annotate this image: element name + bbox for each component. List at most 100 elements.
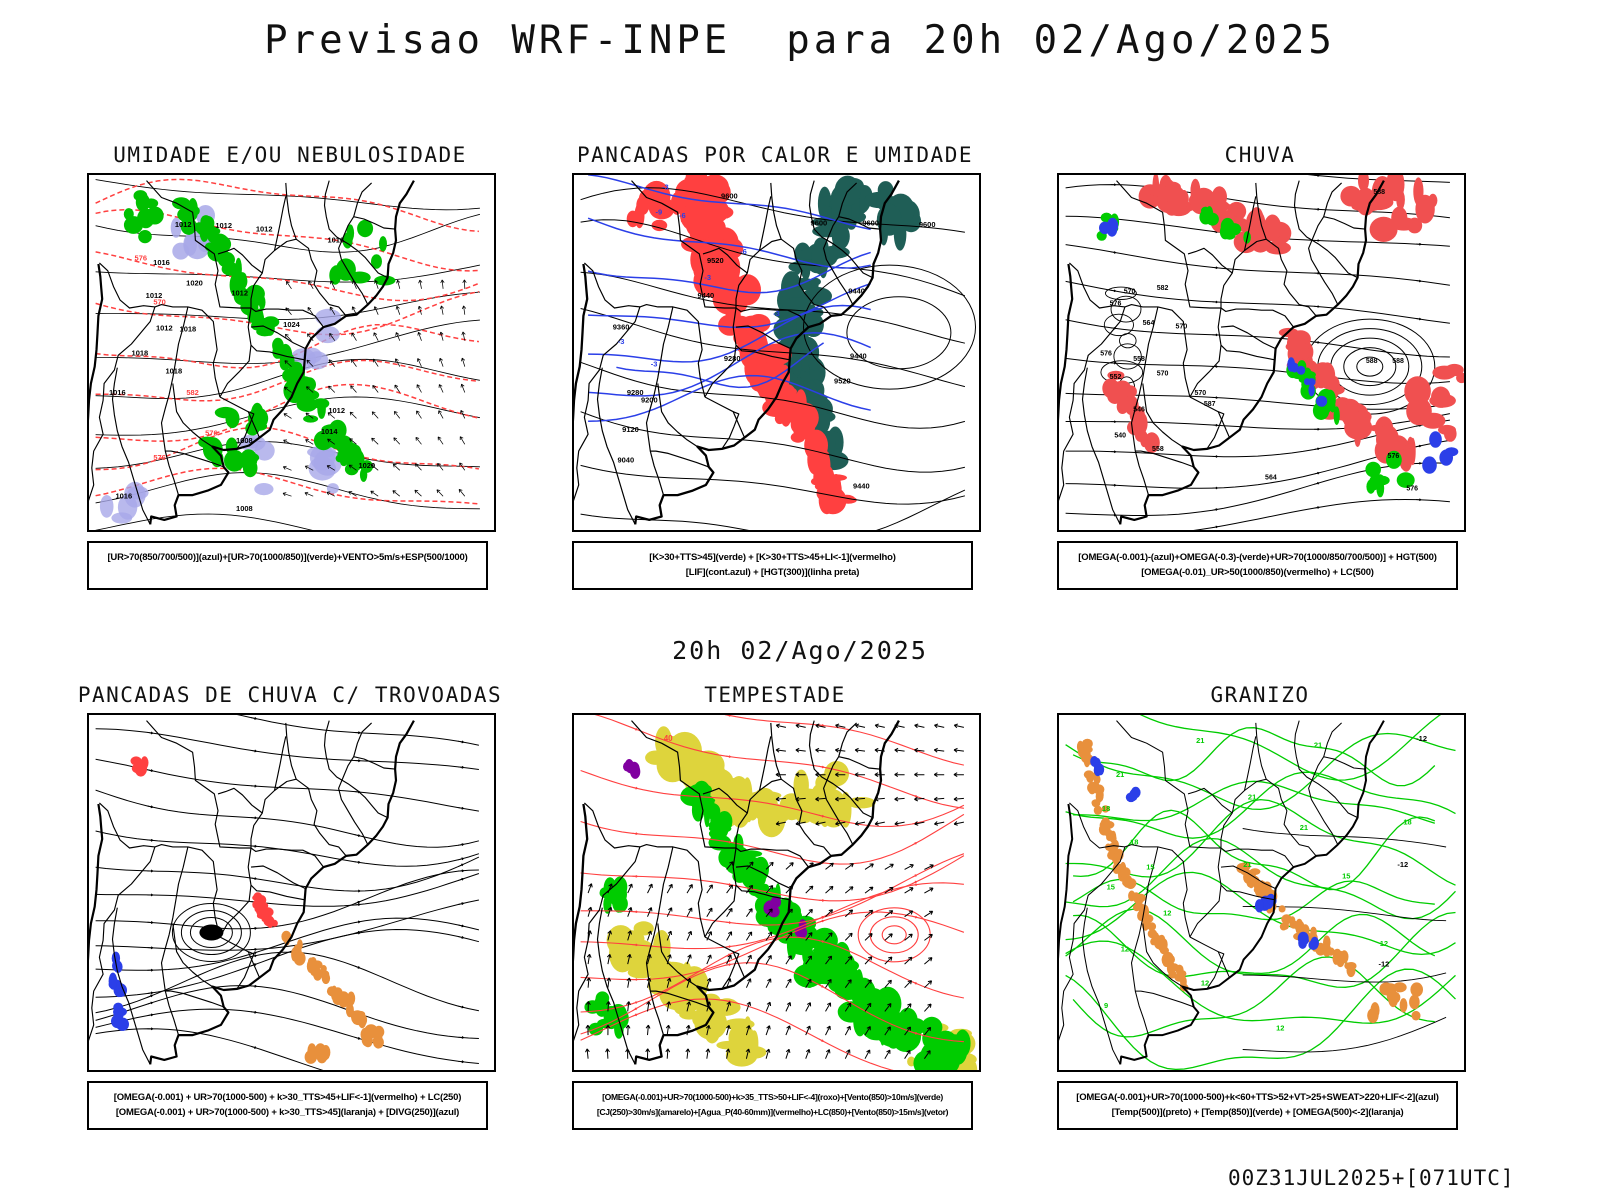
panel-chuva: CHUVA 588 570 582 576 564 570 576 558 552 570 588 5… bbox=[1025, 143, 1495, 613]
y-tick bbox=[87, 293, 89, 294]
svg-text:15: 15 bbox=[1342, 871, 1350, 880]
panel-title-umidade: UMIDADE E/OU NEBULOSIDADE bbox=[113, 143, 467, 167]
x-tick bbox=[1450, 1070, 1451, 1072]
x-tick bbox=[339, 530, 340, 532]
x-tick bbox=[292, 530, 293, 532]
x-tick bbox=[1214, 530, 1215, 532]
map-granizo[interactable]: 21 21 21 21 21 21 18 18 15 15 12 18 15 12 12 12 9 12 -12 -1… bbox=[1057, 713, 1466, 1072]
y-tick bbox=[572, 429, 574, 430]
x-tick bbox=[777, 530, 778, 532]
panel-title-tempestade: TEMPESTADE bbox=[704, 683, 846, 707]
y-tick bbox=[572, 462, 574, 463]
svg-text:1012: 1012 bbox=[231, 289, 248, 298]
y-tick bbox=[87, 1036, 89, 1037]
legend-chuva: [OMEGA(-0.001)-(azul)+OMEGA(-0.3)-(verde… bbox=[1057, 541, 1458, 590]
svg-text:15: 15 bbox=[1107, 883, 1115, 892]
svg-text:40: 40 bbox=[664, 734, 673, 743]
x-tick bbox=[386, 1070, 387, 1072]
x-tick bbox=[1403, 1070, 1404, 1072]
y-tick bbox=[87, 732, 89, 733]
svg-text:1012: 1012 bbox=[156, 324, 173, 333]
svg-text:1012: 1012 bbox=[256, 224, 273, 233]
svg-text:558: 558 bbox=[1133, 356, 1145, 363]
svg-text:1008: 1008 bbox=[236, 436, 253, 445]
y-tick bbox=[87, 429, 89, 430]
legend-line: [OMEGA(-0.001)-(azul)+OMEGA(-0.3)-(verde… bbox=[1078, 552, 1437, 563]
x-tick bbox=[682, 530, 683, 532]
y-tick bbox=[1057, 226, 1059, 227]
y-tick bbox=[87, 530, 89, 531]
svg-text:9520: 9520 bbox=[707, 256, 724, 265]
y-tick bbox=[572, 260, 574, 261]
svg-text:570: 570 bbox=[1124, 288, 1136, 295]
legend-spacer bbox=[93, 565, 482, 580]
map-chuva[interactable]: 588 570 582 576 564 570 576 558 552 570 588 588 570 5… bbox=[1057, 173, 1466, 532]
y-tick bbox=[87, 766, 89, 767]
svg-text:587: 587 bbox=[1204, 401, 1216, 408]
x-tick bbox=[918, 530, 919, 532]
x-tick bbox=[292, 1070, 293, 1072]
y-tick bbox=[1057, 361, 1059, 362]
x-tick bbox=[1450, 530, 1451, 532]
x-tick bbox=[1403, 530, 1404, 532]
svg-text:21: 21 bbox=[1300, 823, 1308, 832]
svg-text:552: 552 bbox=[1110, 374, 1122, 381]
x-tick bbox=[588, 1070, 589, 1072]
y-tick bbox=[87, 395, 89, 396]
y-tick bbox=[572, 1036, 574, 1037]
y-tick bbox=[572, 732, 574, 733]
svg-text:-6: -6 bbox=[740, 247, 747, 256]
svg-text:570: 570 bbox=[1157, 371, 1169, 378]
y-tick bbox=[1057, 766, 1059, 767]
svg-text:570: 570 bbox=[153, 298, 166, 307]
y-tick bbox=[1057, 969, 1059, 970]
svg-text:-3: -3 bbox=[773, 309, 780, 318]
x-tick bbox=[1167, 530, 1168, 532]
y-tick bbox=[572, 800, 574, 801]
svg-text:1024: 1024 bbox=[283, 320, 301, 329]
y-tick bbox=[1057, 833, 1059, 834]
y-tick bbox=[1057, 1036, 1059, 1037]
x-tick bbox=[480, 1070, 481, 1072]
y-tick bbox=[87, 1070, 89, 1071]
map-pancadas-trovoadas[interactable]: 12S15S18S21S24S27S30S33S36S39S42S70W65W6… bbox=[87, 713, 496, 1072]
x-tick bbox=[1309, 1070, 1310, 1072]
y-tick bbox=[572, 192, 574, 193]
map-tempestade[interactable]: 4012S15S18S21S24S27S30S33S36S39S42S70W65… bbox=[572, 713, 981, 1072]
legend-line: [OMEGA(-0.001)+UR>70(1000-500)+k>35_TTS>… bbox=[602, 1092, 943, 1102]
legend-line: [OMEGA(-0.01)_UR>50(1000/850)(vermelho) … bbox=[1141, 567, 1374, 578]
panel-umidade: UMIDADE E/OU NEBULOSIDADE 1012 1012 1012 10… bbox=[55, 143, 525, 613]
map-pancadas-calor[interactable]: 9600 9600 9600 9600 9520 9440 9440 9360 9280 9440… bbox=[572, 173, 981, 532]
legend-line: [OMEGA(-0.001)+UR>70(1000-500)+k<60+TTS>… bbox=[1076, 1092, 1439, 1103]
y-tick bbox=[572, 969, 574, 970]
svg-text:18: 18 bbox=[1403, 817, 1411, 826]
svg-text:1014: 1014 bbox=[321, 427, 339, 436]
svg-text:18: 18 bbox=[1130, 838, 1138, 847]
y-tick bbox=[1057, 429, 1059, 430]
svg-text:576: 576 bbox=[1406, 486, 1418, 493]
map-umidade[interactable]: 1012 1012 1012 1016 1016 1020 1012 1012 1024 1012… bbox=[87, 173, 496, 532]
svg-text:9440: 9440 bbox=[848, 286, 865, 295]
x-tick bbox=[918, 1070, 919, 1072]
panel-tempestade: TEMPESTADE 4012S15S18S21S24S27S30S33S36S… bbox=[540, 683, 1010, 1153]
svg-text:-3: -3 bbox=[651, 360, 658, 369]
svg-text:21: 21 bbox=[1116, 770, 1124, 779]
svg-text:1012: 1012 bbox=[146, 291, 163, 300]
y-tick bbox=[87, 901, 89, 902]
legend-line: [UR>70(850/700/500)](azul)+[UR>70(1000/8… bbox=[107, 552, 468, 563]
svg-text:-3: -3 bbox=[704, 273, 711, 282]
x-tick bbox=[635, 1070, 636, 1072]
legend-line: [K>30+TTS>45](verde) + [K>30+TTS>45+LI<-… bbox=[649, 552, 896, 563]
svg-text:1012: 1012 bbox=[328, 406, 345, 415]
svg-text:570: 570 bbox=[1176, 323, 1188, 330]
svg-text:9440: 9440 bbox=[850, 352, 867, 361]
x-tick bbox=[682, 1070, 683, 1072]
x-tick bbox=[433, 530, 434, 532]
y-tick bbox=[1057, 1002, 1059, 1003]
svg-text:-9: -9 bbox=[655, 207, 662, 216]
legend-line: [CJ(250)>30m/s](amarelo)+[Agua_P(40-60mm… bbox=[596, 1107, 949, 1117]
y-tick bbox=[87, 327, 89, 328]
svg-text:-12: -12 bbox=[1378, 959, 1389, 968]
y-tick bbox=[1057, 293, 1059, 294]
svg-text:12: 12 bbox=[1380, 939, 1388, 948]
